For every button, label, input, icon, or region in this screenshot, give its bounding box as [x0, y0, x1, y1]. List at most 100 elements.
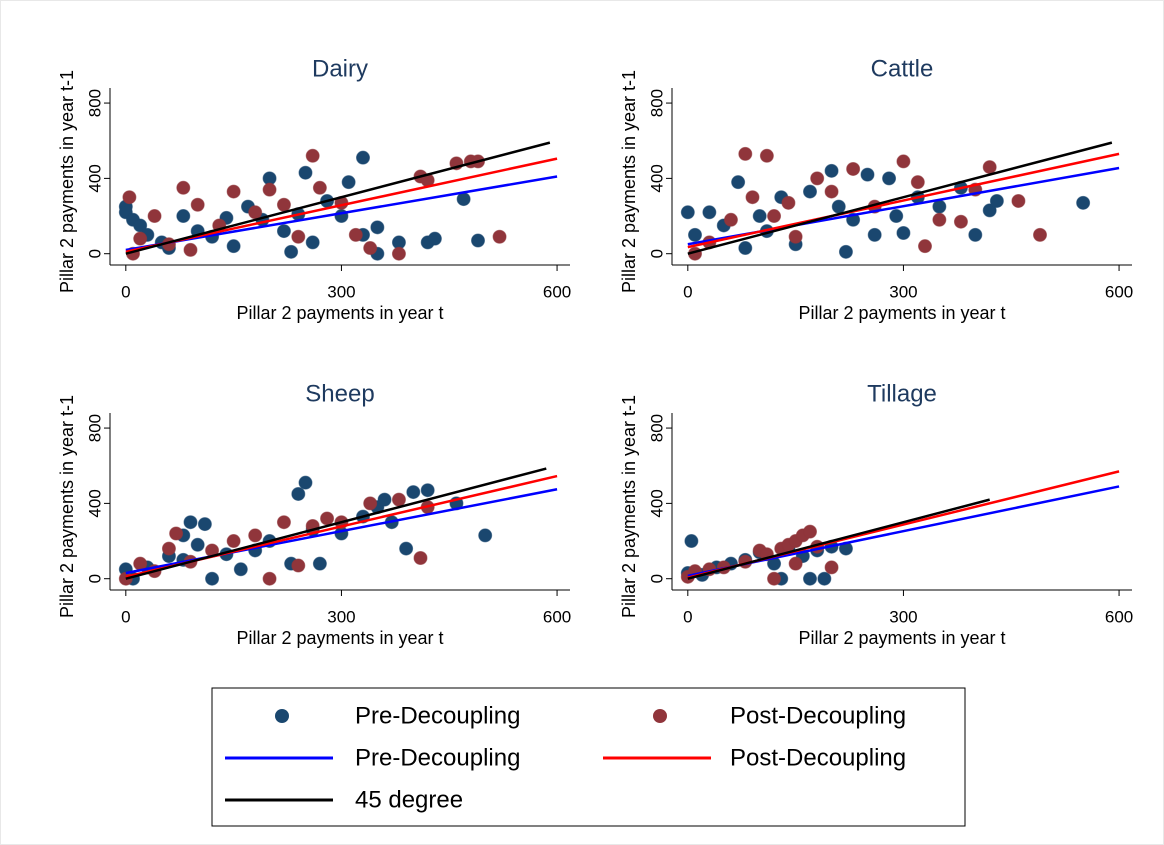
panel-title: Sheep	[305, 380, 374, 407]
scatter-point	[803, 571, 817, 586]
scatter-point	[377, 492, 392, 507]
legend-label: Post-Decoupling	[730, 702, 906, 729]
panel-title: Cattle	[871, 55, 934, 82]
scatter-point	[738, 241, 753, 256]
scatter-point	[824, 560, 839, 575]
scatter-point	[291, 558, 306, 573]
scatter-point	[226, 184, 241, 199]
legend-box	[211, 687, 966, 827]
y-axis-label: Pillar 2 payments in year t-1	[57, 395, 77, 618]
y-axis-label: Pillar 2 payments in year t-1	[619, 70, 639, 293]
scatter-point	[133, 231, 148, 246]
y-tick-label: 0	[647, 574, 666, 583]
legend-marker	[653, 709, 667, 723]
scatter-point	[226, 239, 241, 254]
scatter-point	[298, 475, 313, 490]
scatter-point	[305, 148, 320, 163]
scatter-point	[846, 161, 861, 176]
x-tick-label: 0	[121, 607, 130, 626]
scatter-point	[759, 148, 774, 163]
x-tick-label: 300	[327, 607, 355, 626]
scatter-point	[391, 246, 406, 261]
scatter-point	[982, 160, 997, 175]
y-tick-label: 400	[647, 164, 666, 192]
scatter-point	[471, 233, 485, 248]
scatter-point	[745, 190, 760, 205]
scatter-point	[413, 550, 428, 565]
scatter-point	[363, 241, 378, 256]
scatter-point	[312, 556, 327, 571]
x-axis-label: Pillar 2 payments in year t	[236, 303, 443, 323]
x-tick-label: 300	[889, 607, 917, 626]
x-tick-label: 0	[683, 607, 692, 626]
panel-title: Dairy	[312, 55, 368, 82]
scatter-point	[896, 225, 911, 240]
scatter-point	[731, 175, 746, 190]
scatter-point	[918, 239, 932, 254]
scatter-point	[752, 209, 767, 224]
scatter-point	[298, 165, 313, 180]
scatter-point	[205, 571, 220, 586]
y-tick-label: 400	[85, 164, 104, 192]
scatter-point	[305, 235, 320, 250]
scatter-point	[291, 229, 306, 244]
scatter-point	[427, 231, 442, 246]
scatter-point	[190, 197, 205, 212]
scatter-point	[824, 184, 839, 199]
scatter-point	[680, 205, 695, 220]
scatter-point	[1076, 195, 1091, 210]
scatter-point	[1033, 227, 1047, 242]
scatter-point	[276, 197, 291, 212]
y-tick-label: 400	[85, 489, 104, 517]
fit-line	[687, 152, 1120, 249]
y-axis-label: Pillar 2 payments in year t-1	[619, 395, 639, 618]
scatter-point	[197, 517, 212, 532]
scatter-point	[803, 524, 817, 539]
scatter-point	[176, 180, 191, 195]
scatter-point	[810, 171, 825, 186]
scatter-point	[781, 195, 796, 210]
fit-line	[687, 498, 991, 580]
scatter-point	[276, 224, 291, 239]
y-tick-label: 400	[647, 489, 666, 517]
legend-label: Post-Decoupling	[730, 744, 906, 771]
legend-label: Pre-Decoupling	[355, 744, 520, 771]
y-tick-label: 0	[85, 574, 104, 583]
scatter-point	[492, 229, 507, 244]
panel-title: Tillage	[867, 380, 937, 407]
scatter-point	[932, 212, 947, 227]
scatter-point	[291, 486, 306, 501]
scatter-point	[1011, 193, 1026, 208]
scatter-point	[824, 163, 839, 178]
scatter-point	[122, 190, 137, 205]
scatter-point	[867, 227, 882, 242]
scatter-point	[341, 175, 356, 190]
scatter-point	[406, 485, 421, 500]
scatter-point	[320, 511, 335, 526]
y-tick-label: 800	[85, 414, 104, 442]
x-tick-label: 600	[543, 282, 571, 301]
scatter-point	[702, 205, 717, 220]
scatter-point	[399, 541, 414, 556]
y-axis-label: Pillar 2 payments in year t-1	[57, 70, 77, 293]
scatter-point	[356, 150, 370, 165]
x-axis-label: Pillar 2 payments in year t	[798, 303, 1005, 323]
scatter-point	[348, 227, 363, 242]
scatter-point	[831, 199, 846, 214]
scatter-point	[860, 167, 875, 182]
scatter-point	[817, 571, 832, 586]
x-tick-label: 600	[543, 607, 571, 626]
x-tick-label: 300	[889, 282, 917, 301]
scatter-point	[169, 526, 184, 541]
y-tick-label: 800	[85, 89, 104, 117]
fit-line	[125, 141, 551, 255]
x-tick-label: 600	[1105, 282, 1133, 301]
scatter-point	[233, 562, 248, 577]
y-tick-label: 0	[647, 249, 666, 258]
scatter-point	[370, 220, 385, 235]
scatter-point	[838, 244, 853, 259]
fit-line	[687, 141, 1113, 255]
scatter-point	[767, 209, 782, 224]
scatter-point	[276, 515, 291, 530]
scatter-point	[953, 214, 968, 229]
